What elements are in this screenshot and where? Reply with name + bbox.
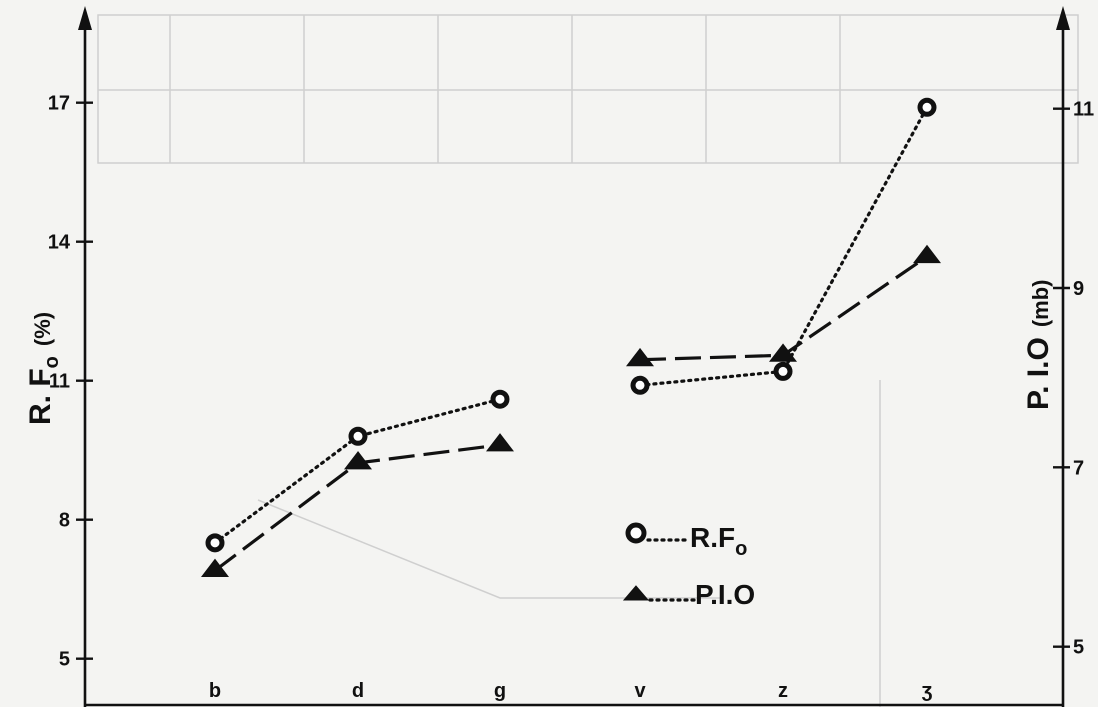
series-layer [200, 97, 942, 577]
x-category-label: v [634, 680, 646, 702]
right-tick-label: 9 [1073, 278, 1084, 300]
right-axis [1056, 6, 1070, 707]
legend: R.Fo P.I.O [622, 522, 755, 610]
pio-point [343, 451, 373, 470]
legend-item-pio: P.I.O [622, 579, 755, 610]
legend-label-rf: R.Fo [690, 522, 747, 560]
right-tick-label: 5 [1073, 637, 1084, 659]
pio-point [768, 343, 798, 362]
x-category-label: b [209, 680, 221, 702]
left-axis [78, 6, 92, 707]
right-axis-ticks: 5 7 9 11 [1053, 99, 1094, 659]
legend-triangle-marker [622, 585, 650, 601]
legend-label-pio: P.I.O [695, 579, 755, 610]
rf-line-left [213, 397, 502, 545]
pio-point [625, 347, 655, 367]
left-tick-label: 11 [49, 371, 70, 393]
x-category-label: g [494, 680, 506, 702]
right-tick-label: 11 [1073, 99, 1094, 121]
rf-point [490, 389, 510, 409]
x-category-label: ʒ [922, 680, 933, 702]
left-tick-label: 17 [48, 93, 70, 115]
background-bleed [97, 14, 1079, 707]
pio-point [200, 558, 230, 577]
rf-point [205, 533, 225, 553]
x-category-label: z [778, 680, 788, 702]
pio-point [912, 244, 942, 264]
x-category-label: d [352, 680, 364, 702]
legend-item-rf: R.Fo [625, 522, 747, 560]
left-tick-label: 14 [48, 232, 71, 254]
right-axis-title: P. I.O(mb) [1022, 280, 1055, 410]
rf-point [773, 361, 793, 381]
legend-circle-marker [625, 522, 647, 544]
right-tick-label: 7 [1073, 457, 1084, 479]
left-axis-title: R. Fo(%) [24, 312, 63, 425]
rf-point [630, 375, 650, 395]
left-axis-ticks: 5 8 11 14 17 [48, 93, 93, 671]
rf-line-right [638, 105, 929, 387]
rf-point [917, 97, 937, 117]
rf-point [348, 426, 368, 446]
pio-point [485, 433, 515, 452]
left-tick-label: 5 [59, 649, 70, 671]
left-tick-label: 8 [59, 510, 70, 532]
